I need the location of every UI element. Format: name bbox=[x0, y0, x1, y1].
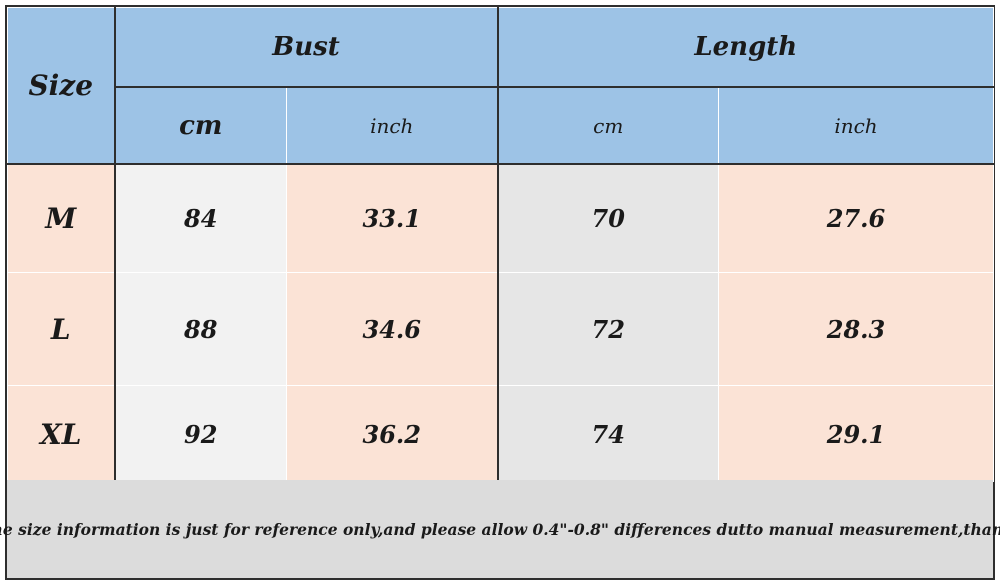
header-row-groups: Size Bust Length bbox=[7, 7, 995, 165]
bust-inch-cell: 34.6 bbox=[286, 272, 499, 386]
length-inch-cell: 28.3 bbox=[717, 272, 995, 386]
bust-inch-cell: 33.1 bbox=[286, 163, 499, 273]
bust-cm-cell: 84 bbox=[114, 163, 287, 273]
size-label-m: M bbox=[7, 163, 116, 273]
size-chart: Size Bust Length cm inch cm inch M 84 33… bbox=[0, 5, 1000, 580]
length-cm-cell: 72 bbox=[497, 272, 719, 386]
length-group-header: Length bbox=[496, 7, 995, 88]
bust-group-header: Bust bbox=[114, 7, 499, 88]
length-inch-header: inch bbox=[717, 86, 995, 165]
table-row: L 88 34.6 72 28.3 bbox=[7, 272, 995, 386]
table-row: XL 92 36.2 74 29.1 bbox=[7, 385, 995, 484]
size-table: Size Bust Length cm inch cm inch M 84 33… bbox=[7, 7, 995, 484]
size-note: *The size information is just for refere… bbox=[0, 480, 1000, 578]
size-label-xl: XL bbox=[7, 385, 116, 484]
header-row-units: cm inch cm inch bbox=[8, 86, 995, 165]
bust-cm-header: cm bbox=[114, 86, 287, 165]
length-cm-cell: 74 bbox=[497, 385, 719, 484]
bust-cm-cell: 88 bbox=[114, 272, 287, 386]
size-column-header: Size bbox=[7, 7, 116, 165]
size-label-l: L bbox=[7, 272, 116, 386]
length-cm-cell: 70 bbox=[497, 163, 719, 273]
table-row: M 84 33.1 70 27.6 bbox=[7, 163, 995, 273]
length-inch-cell: 29.1 bbox=[717, 385, 995, 484]
length-inch-cell: 27.6 bbox=[717, 163, 995, 273]
bust-inch-header: inch bbox=[286, 86, 499, 165]
bust-cm-cell: 92 bbox=[114, 385, 287, 484]
length-cm-header: cm bbox=[497, 86, 719, 165]
bust-inch-cell: 36.2 bbox=[286, 385, 499, 484]
